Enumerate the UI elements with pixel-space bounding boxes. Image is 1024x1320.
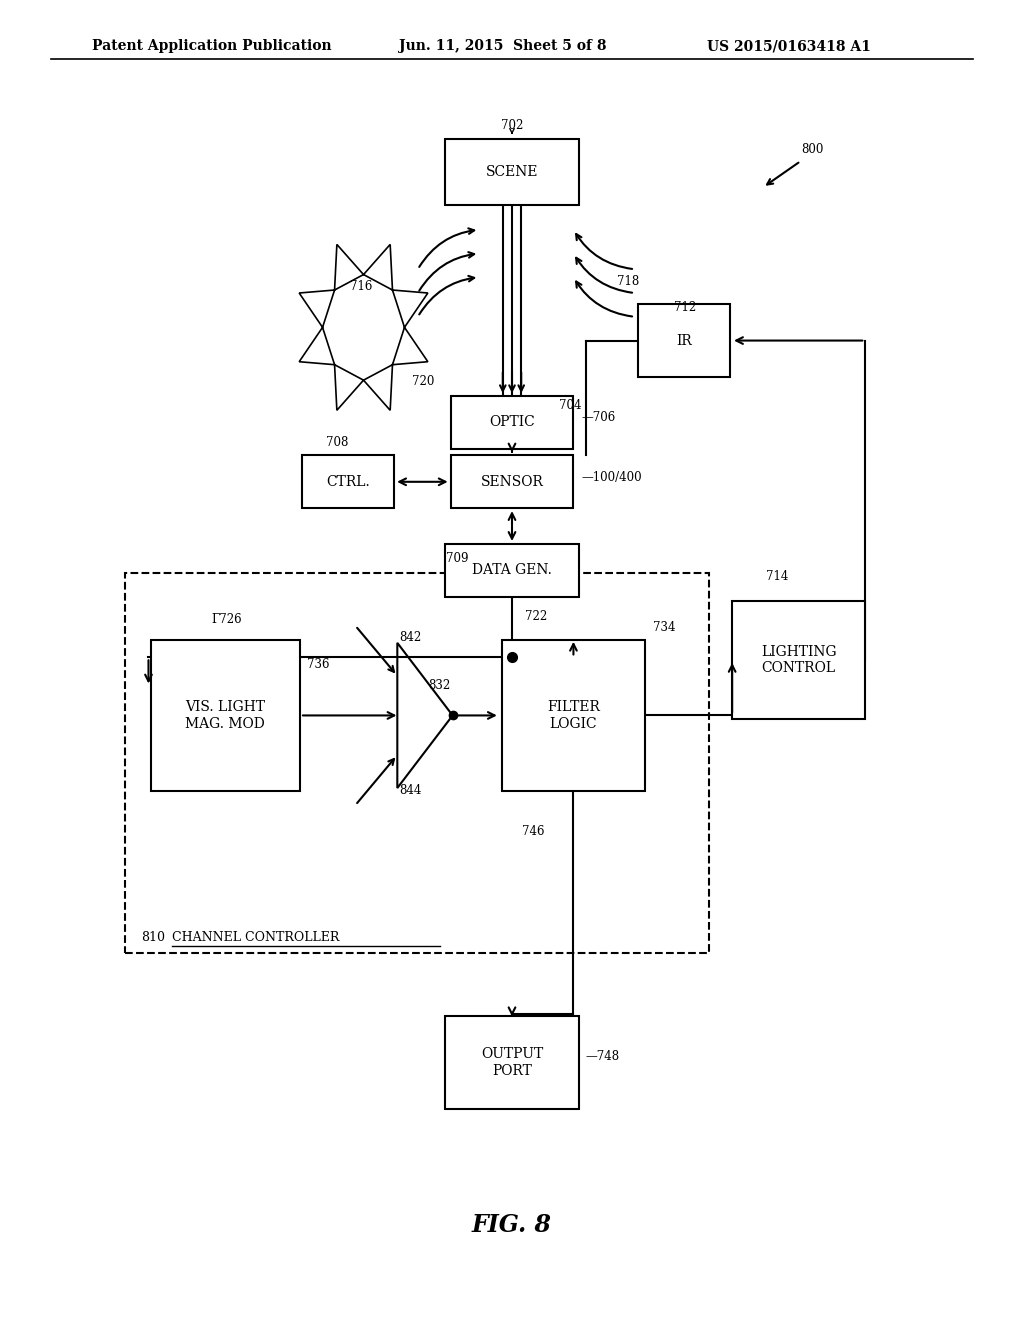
Polygon shape — [335, 364, 364, 411]
Polygon shape — [392, 327, 428, 364]
Polygon shape — [299, 290, 335, 327]
Text: 709: 709 — [446, 552, 469, 565]
Polygon shape — [335, 244, 364, 290]
Text: 716: 716 — [350, 280, 373, 293]
Text: 714: 714 — [766, 570, 788, 583]
Text: 746: 746 — [522, 825, 545, 838]
Text: DATA GEN.: DATA GEN. — [472, 564, 552, 577]
Text: 702: 702 — [501, 119, 523, 132]
FancyBboxPatch shape — [445, 1016, 579, 1109]
Text: SCENE: SCENE — [485, 165, 539, 178]
Text: Γ726: Γ726 — [211, 612, 242, 626]
Text: SENSOR: SENSOR — [480, 475, 544, 488]
Text: FILTER
LOGIC: FILTER LOGIC — [547, 701, 600, 730]
Text: FIG. 8: FIG. 8 — [472, 1213, 552, 1237]
Text: 734: 734 — [653, 620, 676, 634]
FancyBboxPatch shape — [451, 396, 573, 449]
Polygon shape — [299, 327, 335, 364]
Text: 704: 704 — [559, 399, 582, 412]
Text: CTRL.: CTRL. — [327, 475, 370, 488]
Text: —706: —706 — [582, 411, 615, 424]
FancyBboxPatch shape — [152, 639, 299, 791]
Polygon shape — [364, 364, 392, 411]
Polygon shape — [392, 290, 428, 327]
Circle shape — [323, 275, 404, 380]
FancyBboxPatch shape — [638, 304, 730, 378]
FancyBboxPatch shape — [302, 455, 394, 508]
Text: 842: 842 — [399, 631, 422, 644]
FancyBboxPatch shape — [451, 455, 573, 508]
Text: 832: 832 — [428, 678, 451, 692]
FancyBboxPatch shape — [502, 639, 645, 791]
Text: OUTPUT
PORT: OUTPUT PORT — [481, 1048, 543, 1077]
Text: 722: 722 — [525, 610, 548, 623]
Text: VIS. LIGHT
MAG. MOD: VIS. LIGHT MAG. MOD — [185, 701, 265, 730]
Text: 712: 712 — [674, 301, 696, 314]
Polygon shape — [364, 244, 392, 290]
Text: —748: —748 — [586, 1049, 620, 1063]
Text: 800: 800 — [801, 143, 823, 156]
Text: 844: 844 — [399, 784, 422, 797]
Text: —100/400: —100/400 — [582, 471, 642, 484]
Text: 708: 708 — [326, 436, 348, 449]
FancyBboxPatch shape — [445, 544, 579, 597]
Text: IR: IR — [676, 334, 692, 347]
Text: OPTIC: OPTIC — [489, 416, 535, 429]
Text: 810: 810 — [141, 931, 165, 944]
Text: 720: 720 — [412, 375, 434, 388]
Text: Jun. 11, 2015  Sheet 5 of 8: Jun. 11, 2015 Sheet 5 of 8 — [399, 40, 607, 53]
Text: CHANNEL CONTROLLER: CHANNEL CONTROLLER — [172, 931, 339, 944]
Text: 736: 736 — [307, 657, 330, 671]
FancyBboxPatch shape — [732, 601, 865, 719]
Text: LIGHTING
CONTROL: LIGHTING CONTROL — [761, 645, 837, 675]
FancyBboxPatch shape — [445, 139, 579, 205]
Text: US 2015/0163418 A1: US 2015/0163418 A1 — [707, 40, 870, 53]
Text: 718: 718 — [617, 275, 640, 288]
Text: Patent Application Publication: Patent Application Publication — [92, 40, 332, 53]
